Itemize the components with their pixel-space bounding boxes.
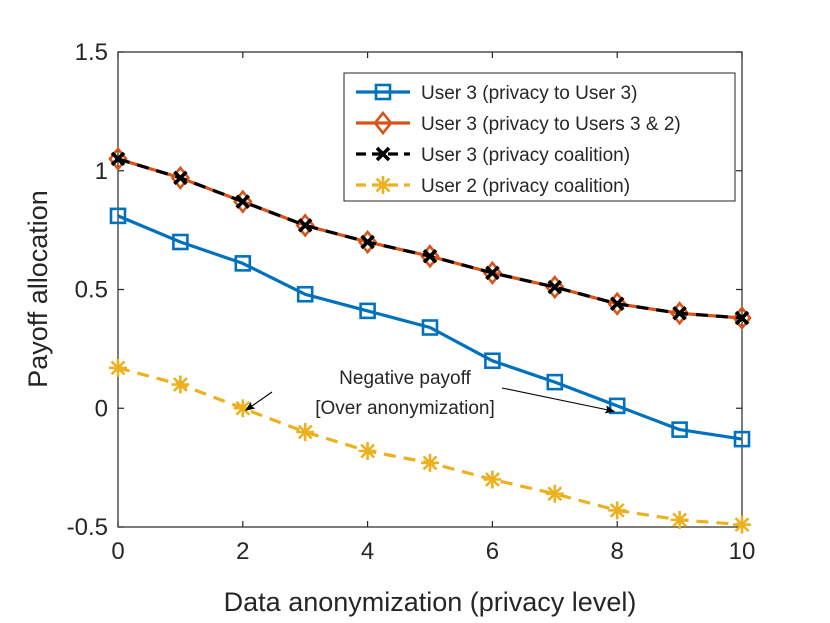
y-tick-label: -0.5: [67, 514, 108, 541]
asterisk-marker: [483, 470, 502, 489]
annotation-text: Negative payoff: [339, 368, 471, 389]
square-marker: [671, 421, 688, 438]
x-marker: [375, 146, 391, 162]
x-tick-label: 8: [611, 538, 624, 565]
x-marker: [609, 296, 625, 312]
legend-label: User 3 (privacy to Users 3 & 2): [421, 114, 681, 135]
square-marker: [296, 285, 314, 303]
asterisk-marker: [171, 375, 190, 394]
x-tick-label: 6: [486, 538, 499, 565]
asterisk-marker: [374, 176, 392, 194]
asterisk-marker: [608, 501, 627, 520]
series-layer: [108, 146, 752, 534]
y-axis-label: Payoff allocation: [23, 190, 53, 388]
x-marker: [110, 151, 126, 167]
legend-entry: User 3 (privacy to Users 3 & 2): [356, 110, 681, 136]
x-tick-label: 0: [111, 538, 124, 565]
legend-label: User 2 (privacy coalition): [421, 176, 630, 197]
x-marker: [422, 248, 438, 264]
square-marker: [172, 233, 189, 251]
legend-entry: User 3 (privacy coalition): [356, 145, 630, 166]
annotation-arrow: [501, 387, 616, 414]
x-axis-label: Data anonymization (privacy level): [224, 587, 637, 617]
x-marker: [547, 279, 563, 295]
asterisk-marker: [421, 453, 439, 472]
square-marker: [359, 302, 376, 320]
series-4: [109, 358, 751, 534]
annotation-text: [Over anonymization]: [315, 398, 495, 419]
series-1: [109, 207, 751, 448]
square-marker: [421, 319, 439, 336]
legend-label: User 3 (privacy to User 3): [421, 83, 637, 104]
square-marker: [546, 373, 564, 391]
square-marker: [484, 352, 501, 370]
x-marker: [297, 218, 313, 233]
x-tick-label: 2: [236, 538, 249, 565]
annotation-layer: Negative payoff [Over anonymization]: [244, 368, 616, 419]
y-tick-label: 1.5: [75, 39, 108, 66]
x-marker: [235, 194, 251, 209]
x-tick-label: 4: [361, 538, 374, 565]
square-marker: [109, 207, 127, 225]
x-marker: [672, 305, 687, 321]
x-marker: [734, 310, 750, 326]
asterisk-marker: [233, 399, 252, 418]
y-tick-label: 0: [95, 395, 108, 422]
x-marker: [173, 170, 188, 186]
asterisk-marker: [296, 423, 315, 441]
series-line: [117, 214, 743, 441]
annotation-arrow: [244, 391, 273, 411]
x-marker: [485, 265, 500, 281]
asterisk-marker: [109, 358, 127, 377]
square-marker: [234, 255, 252, 272]
legend-label: User 3 (privacy coalition): [421, 145, 630, 166]
asterisk-marker: [545, 484, 564, 503]
legend-entry: User 3 (privacy to User 3): [356, 83, 637, 104]
y-tick-label: 0.5: [75, 277, 108, 304]
x-tick-label: 10: [729, 538, 756, 565]
diamond-marker: [373, 110, 393, 136]
legend-entry: User 2 (privacy coalition): [356, 176, 630, 197]
x-marker: [360, 234, 375, 250]
square-marker: [733, 430, 751, 448]
series-3: [110, 151, 750, 326]
legend-box: [343, 72, 736, 202]
legend: User 3 (privacy to User 3) User 3 (privac…: [343, 72, 736, 202]
y-tick-label: 1: [95, 158, 108, 185]
asterisk-marker: [733, 515, 751, 534]
asterisk-marker: [670, 510, 689, 529]
square-marker: [374, 83, 392, 101]
asterisk-marker: [358, 442, 377, 460]
